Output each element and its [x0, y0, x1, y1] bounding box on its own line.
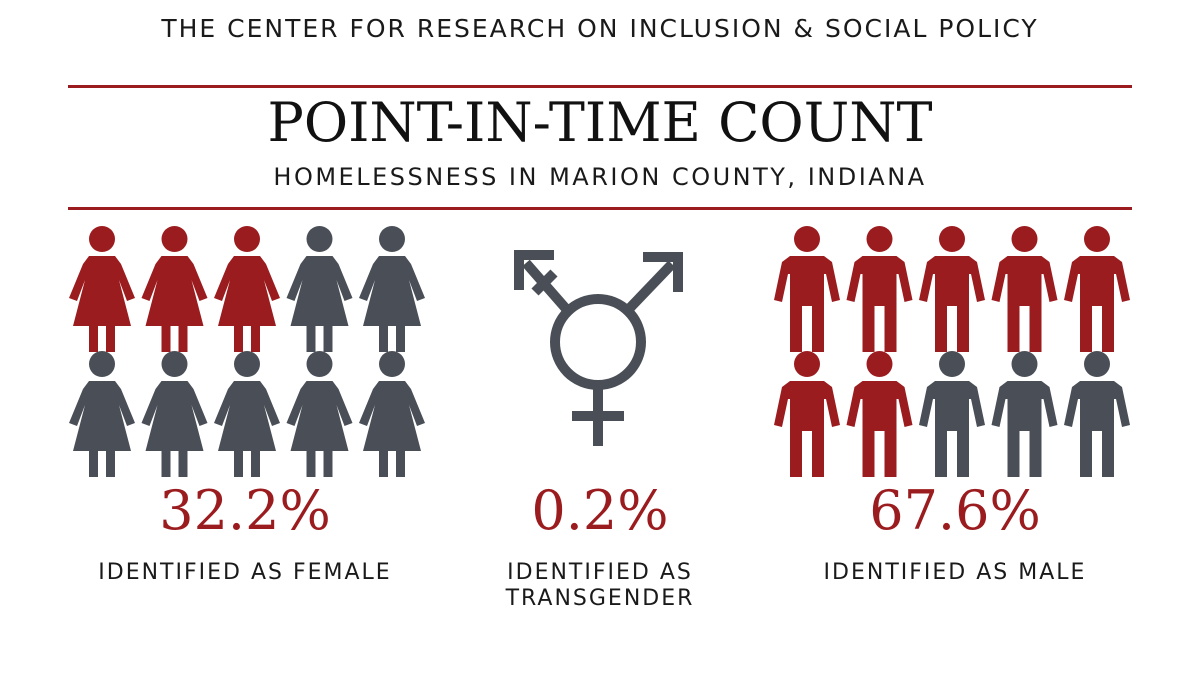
female-figure-icon-10	[359, 351, 425, 477]
organization-name: THE CENTER FOR RESEARCH ON INCLUSION & S…	[161, 14, 1039, 43]
page-title: POINT-IN-TIME COUNT	[267, 91, 933, 154]
female-figure-icon-1	[69, 226, 135, 352]
male-figure-icon-4	[991, 226, 1058, 352]
male-figure-icon-1	[774, 226, 840, 352]
female-figure-icon-2	[141, 226, 208, 352]
male-percent: 67.6%	[869, 479, 1041, 542]
transgender-label-line-2: TRANSGENDER	[505, 586, 695, 611]
transgender-percent: 0.2%	[531, 479, 669, 542]
transgender-label-line-1: IDENTIFIED AS	[507, 560, 693, 585]
female-figure-icon-4	[286, 226, 353, 352]
female-figure-icon-6	[69, 351, 135, 477]
female-percent: 32.2%	[159, 479, 331, 542]
female-figure-icon-8	[214, 351, 280, 477]
female-icon-group	[69, 226, 425, 477]
page-subtitle: HOMELESSNESS IN MARION COUNTY, INDIANA	[273, 163, 927, 191]
male-figure-icon-6	[774, 351, 840, 477]
male-icon-group	[774, 226, 1130, 477]
female-label: IDENTIFIED AS FEMALE	[98, 560, 392, 585]
female-figure-icon-7	[141, 351, 208, 477]
male-figure-icon-5	[1064, 226, 1130, 352]
male-figure-icon-10	[1064, 351, 1130, 477]
male-figure-icon-9	[991, 351, 1058, 477]
transgender-label: IDENTIFIED AS TRANSGENDER	[450, 560, 750, 612]
male-figure-icon-8	[919, 351, 985, 477]
male-figure-icon-2	[846, 226, 913, 352]
male-figure-icon-3	[919, 226, 985, 352]
female-figure-icon-5	[359, 226, 425, 352]
male-label: IDENTIFIED AS MALE	[823, 560, 1087, 585]
bottom-divider	[68, 207, 1132, 210]
female-figure-icon-9	[286, 351, 353, 477]
male-figure-icon-7	[846, 351, 913, 477]
top-divider	[68, 85, 1132, 88]
transgender-symbol-icon	[514, 250, 683, 446]
female-figure-icon-3	[214, 226, 280, 352]
